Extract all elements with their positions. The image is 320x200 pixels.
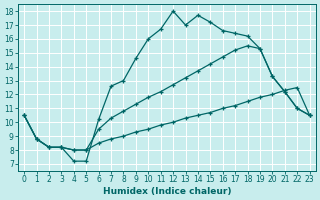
X-axis label: Humidex (Indice chaleur): Humidex (Indice chaleur) (103, 187, 231, 196)
